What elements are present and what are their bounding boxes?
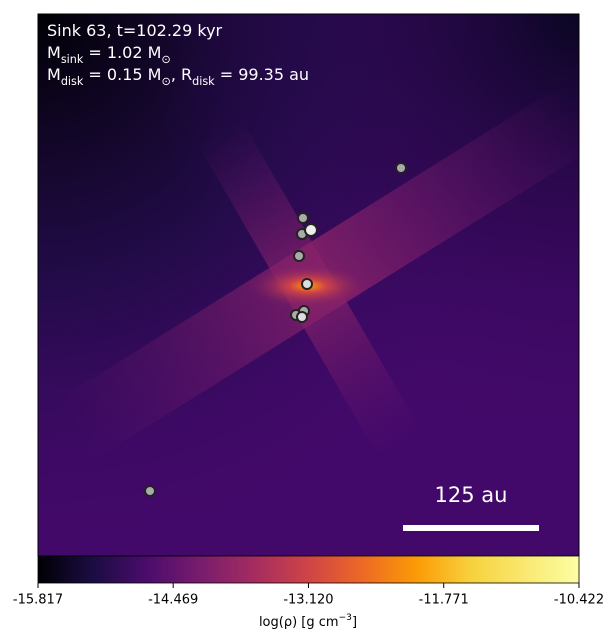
colorbar [37,555,580,584]
sink [293,250,305,262]
text-part: = 0.15 M [83,65,161,84]
annotation: Msink = 1.02 M⊙ [47,43,171,66]
text-part: = 1.02 M [83,43,161,62]
text-part: log(ρ) [g cm [259,615,339,630]
script: disk [61,75,84,88]
text-part: M [47,43,61,62]
script: ⊙ [161,75,170,88]
annotation: Sink 63, t=102.29 kyr [47,21,223,40]
script: disk [192,75,215,88]
sink [301,278,313,290]
text-part: ] [352,615,357,630]
colorbar-tick-label: -14.469 [148,593,198,608]
script: −3 [339,613,353,623]
text-part: , R [171,65,192,84]
text-part: Sink 63, t=102.29 kyr [47,21,223,40]
colorbar-tick-label: -11.771 [419,593,469,608]
sink [144,485,156,497]
colorbar-tick-label: -10.422 [554,593,604,608]
sinks [144,162,407,497]
annotation: Mdisk = 0.15 M⊙, Rdisk = 99.35 au [47,65,309,88]
sink [297,212,309,224]
density-field [38,14,579,556]
colorbar-label: log(ρ) [g cm−3] [259,613,357,630]
colorbar-tick-label: -13.120 [283,593,333,608]
script: sink [61,53,84,66]
sink [395,162,407,174]
text-part: = 99.35 au [215,65,309,84]
sink [296,311,308,323]
text-part: M [47,65,61,84]
scale-bar-label: 125 au [435,483,508,507]
script: ⊙ [161,53,170,66]
colorbar-tick-label: -15.817 [13,593,63,608]
sink [304,223,318,237]
